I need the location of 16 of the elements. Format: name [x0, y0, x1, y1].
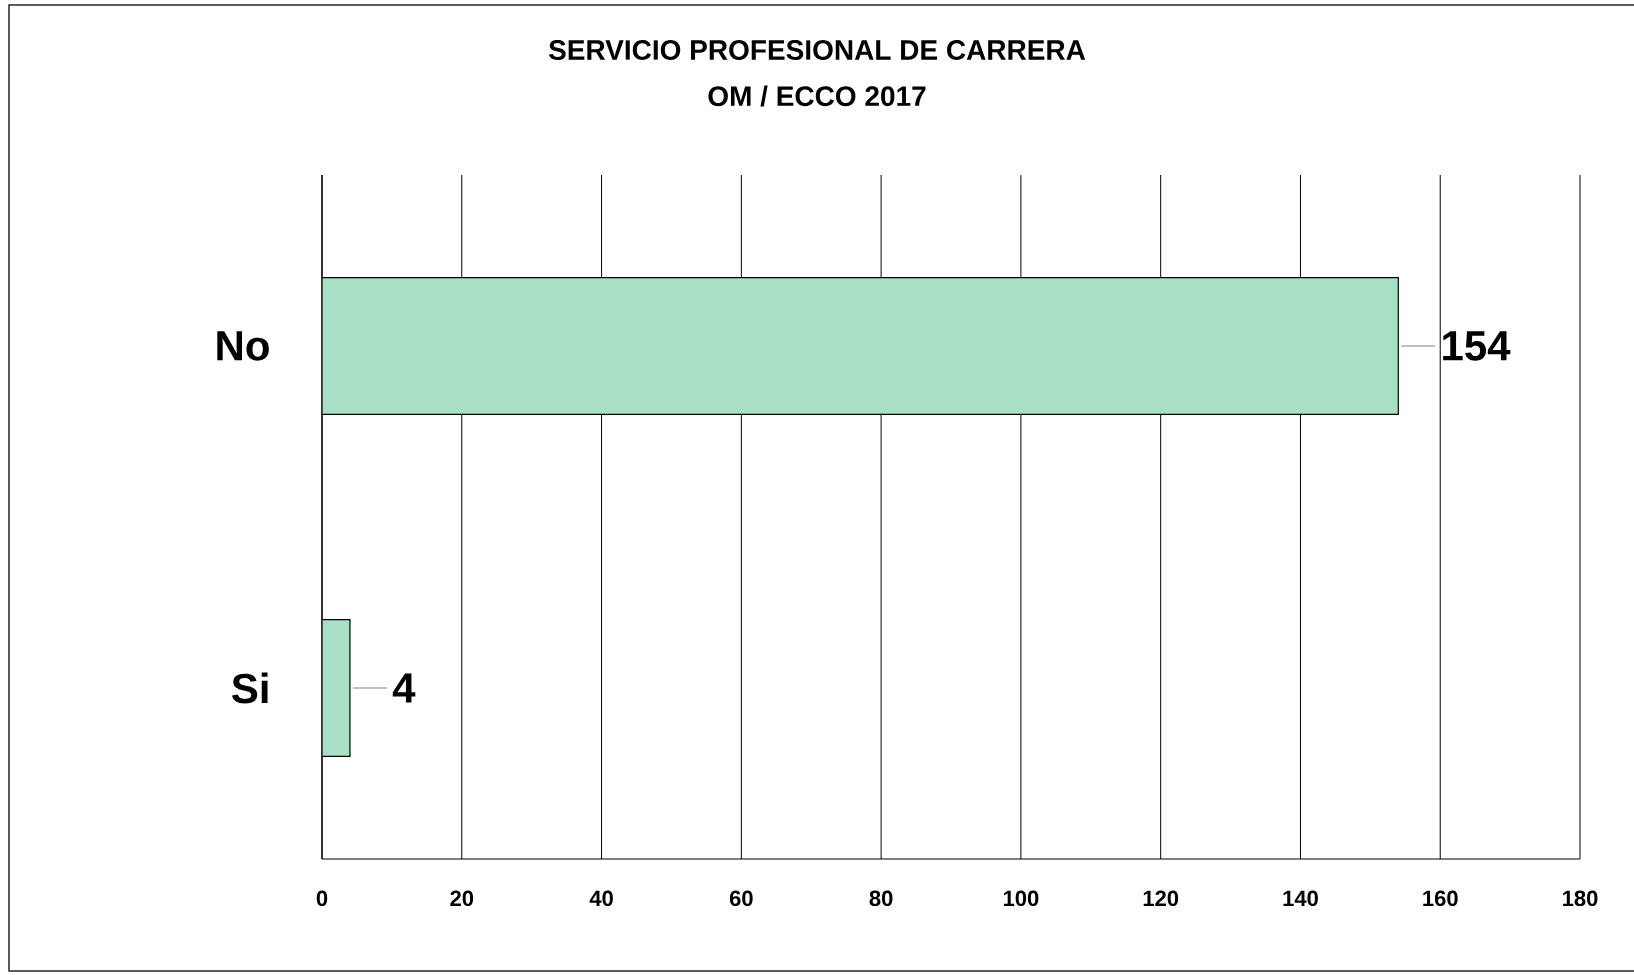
x-tick-label: 40: [589, 890, 613, 907]
x-tick-label: 120: [1143, 890, 1179, 907]
y-tick-label: No: [217, 331, 269, 361]
x-tick-label: 0: [316, 890, 328, 907]
x-tick-label: 100: [1003, 890, 1039, 907]
data-label: 4: [392, 673, 416, 703]
x-tick-label: 60: [729, 890, 753, 907]
x-tick-label: 80: [869, 890, 893, 907]
y-tick-label: Si: [232, 672, 268, 704]
x-tick-label: 20: [450, 890, 474, 907]
x-tick-label: 140: [1283, 890, 1318, 907]
x-tick-label: 180: [1563, 890, 1598, 907]
chart-subtitle: OM / ECCO 2017: [708, 85, 926, 107]
data-label: 154: [1443, 331, 1511, 361]
x-tick-label: 160: [1423, 890, 1458, 907]
chart-title: SERVICIO PROFESIONAL DE CARRERA: [548, 40, 1086, 60]
